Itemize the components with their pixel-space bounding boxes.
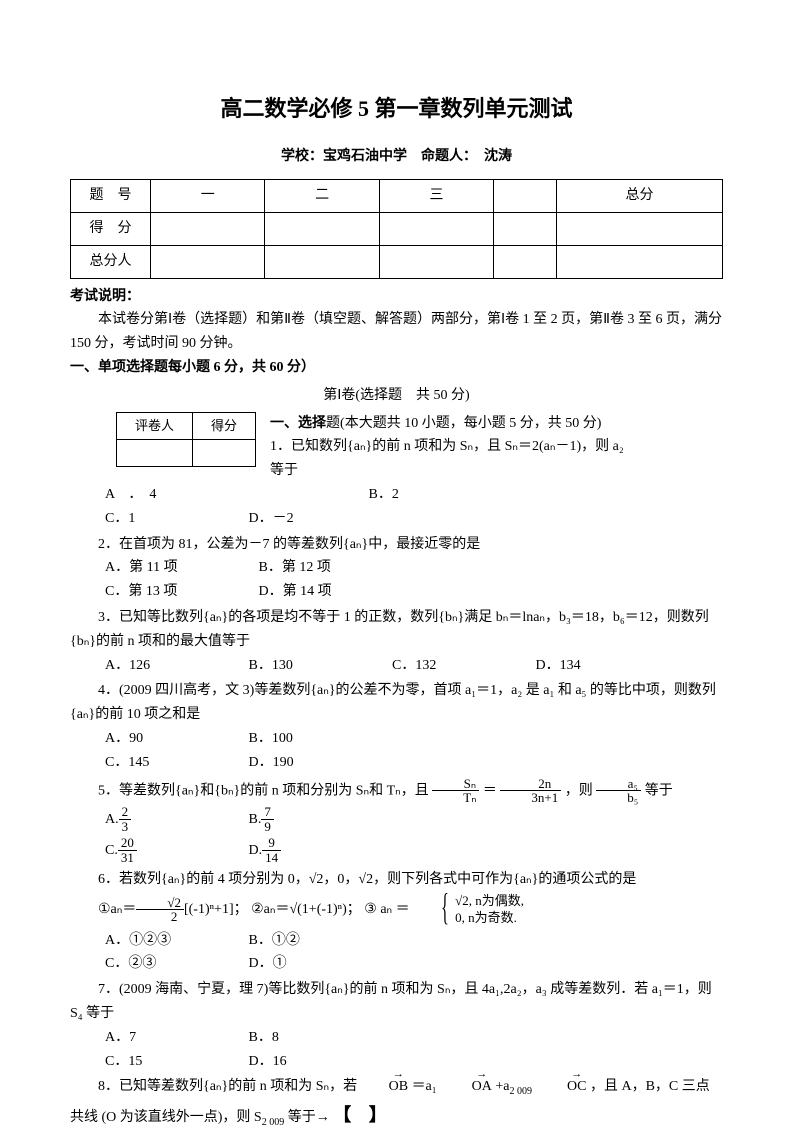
cell [265, 245, 379, 278]
q3-opt-d: D．134 [536, 654, 676, 678]
cell: 总分 [556, 180, 722, 213]
part-title: 第Ⅰ卷(选择题 共 50 分) [70, 384, 723, 408]
q5-pre: 5．等差数列{aₙ}和{bₙ}的前 n 项和分别为 Sₙ和 Tₙ，且 [98, 783, 429, 798]
q5-frac-l: SₙTₙ [432, 777, 479, 805]
cell: 三 [379, 180, 493, 213]
vector-oc: OC [539, 1075, 586, 1099]
cell [117, 439, 193, 466]
q2-opt-a: A．第 11 项 [105, 556, 255, 580]
q1-opt-a: A ． 4 [105, 483, 245, 507]
q8-plus: +a [495, 1079, 509, 1094]
section-one-block: 评卷人 得分 一、选择题(本大题共 10 小题，每小题 5 分，共 50 分) … [70, 412, 723, 507]
q6-f1pre: ①aₙ＝ [98, 902, 136, 917]
table-row: 得 分 [71, 212, 723, 245]
q3-stem: 3．已知等比数列{aₙ}的各项是均不等于 1 的正数，数列{bₙ}满足 bₙ＝l… [70, 606, 723, 654]
section-one-tail: 题(本大题共 10 小题，每小题 5 分，共 50 分) [326, 416, 601, 431]
table-row: 题 号 一 二 三 总分 [71, 180, 723, 213]
q1-lead1: 1．已知数 [270, 439, 333, 454]
q2-stem: 2．在首项为 81，公差为－7 的等差数列{aₙ}中，最接近零的是 [70, 533, 723, 557]
q5-ratio: a₅b₅ [596, 777, 641, 805]
q5-eq: ＝ [483, 783, 497, 798]
q1-opt-b: B．2 [369, 483, 519, 507]
q5-opt-a: A.23 [105, 805, 245, 836]
subtitle: 学校：宝鸡石油中学 命题人： 沈涛 [70, 145, 723, 169]
q1-lead2: 列{aₙ}的前 n 项和为 Sₙ，且 Sₙ＝2(aₙ－1)，则 a₂ [333, 439, 624, 454]
q5-opt-c: C.2031 [105, 836, 245, 867]
exam-instructions: 本试卷分第Ⅰ卷（选择题）和第Ⅱ卷（填空题、解答题）两部分，第Ⅰ卷 1 至 2 页… [70, 308, 723, 356]
q6-case2: 0, n为奇数. [427, 910, 524, 927]
cell [265, 212, 379, 245]
grader-table: 评卷人 得分 [116, 412, 256, 467]
q2-opt-d: D．第 14 项 [259, 580, 409, 604]
cell [193, 439, 256, 466]
q7-opt-a: A．7 [105, 1026, 245, 1050]
q5-post: ，则 [565, 783, 593, 798]
q2-opt-c: C．第 13 项 [105, 580, 255, 604]
q3-opt-a: A．126 [105, 654, 245, 678]
vector-ob: OB [361, 1075, 408, 1099]
q8-sub3: 2 009 [262, 1117, 285, 1128]
q6-formulas: ①aₙ＝√22[(-1)ⁿ+1]； ②aₙ＝√(1+(-1)ⁿ)； ③ aₙ ＝… [70, 892, 723, 928]
cell [494, 245, 557, 278]
q2-opt-b: B．第 12 项 [259, 556, 409, 580]
cell [556, 212, 722, 245]
cell: 得分 [193, 412, 256, 439]
cell [379, 212, 493, 245]
q8-pre: 8．已知等差数列{aₙ}的前 n 项和为 Sₙ，若 [98, 1079, 357, 1094]
q6-stem: 6．若数列{aₙ}的前 4 项分别为 0，√2，0，√2，则下列各式中可作为{a… [70, 868, 723, 892]
q6-f2: ②aₙ＝√(1+(-1)ⁿ)； [251, 902, 361, 917]
cell: 二 [265, 180, 379, 213]
q4-stem: 4．(2009 四川高考，文 3)等差数列{aₙ}的公差不为零，首项 a₁＝1，… [70, 679, 723, 727]
page-title: 高二数学必修 5 第一章数列单元测试 [70, 90, 723, 127]
bracket-l: 【 [333, 1105, 351, 1125]
cell [494, 180, 557, 213]
q6-opt-d: D．① [249, 952, 389, 976]
q6-case1: √2, n为偶数, [427, 893, 524, 910]
q6-f1-frac: √22 [136, 896, 184, 924]
q5-stem: 5．等差数列{aₙ}和{bₙ}的前 n 项和分别为 Sₙ和 Tₙ，且 SₙTₙ … [70, 777, 723, 805]
q6-opt-b: B．①② [249, 929, 389, 953]
q6-f1post: [(-1)ⁿ+1]； [184, 902, 248, 917]
q7-stem: 7．(2009 海南、宁夏，理 7)等比数列{aₙ}的前 n 项和为 Sₙ，且 … [70, 978, 723, 1026]
cell [556, 245, 722, 278]
cell [379, 245, 493, 278]
q6-f3pre: ③ aₙ ＝ [364, 902, 409, 917]
q8-eq1: ＝a₁ [412, 1079, 437, 1094]
q8-stem: 8．已知等差数列{aₙ}的前 n 项和为 Sₙ，若 OB ＝a₁ OA +a2 … [70, 1075, 723, 1131]
mcq-header: 一、单项选择题每小题 6 分，共 60 分） [70, 356, 723, 380]
q5-frac-r: 2n3n+1 [500, 777, 561, 805]
q6-cases: √2, n为偶数, 0, n为奇数. [413, 893, 524, 927]
bracket-r: 】 [369, 1105, 387, 1125]
q4-opt-d: D．190 [249, 751, 389, 775]
section-one-label: 一、选择 [270, 416, 326, 431]
q6-opt-a: A．①②③ [105, 929, 245, 953]
exam-instructions-header: 考试说明： [70, 285, 723, 309]
table-row: 总分人 [71, 245, 723, 278]
cell: 总分人 [71, 245, 151, 278]
cell: 得 分 [71, 212, 151, 245]
vector-oa: OA [444, 1075, 492, 1099]
cell [151, 245, 265, 278]
q3-opt-c: C．132 [392, 654, 532, 678]
q4-opt-a: A．90 [105, 727, 245, 751]
q5-opt-b: B.79 [249, 805, 389, 836]
q7-opt-b: B．8 [249, 1026, 389, 1050]
q7-opt-c: C．15 [105, 1050, 245, 1074]
q8-post: 等于→ [288, 1110, 330, 1125]
q1-opt-c: C．1 [105, 507, 245, 531]
q3-opt-b: B．130 [249, 654, 389, 678]
q1-opt-d: D．－2 [249, 507, 399, 531]
cell: 一 [151, 180, 265, 213]
cell [494, 212, 557, 245]
q4-opt-b: B．100 [249, 727, 389, 751]
cell: 题 号 [71, 180, 151, 213]
q8-sub2: 2 009 [510, 1086, 533, 1097]
cell [151, 212, 265, 245]
q5-end: 等于 [645, 783, 673, 798]
q5-opt-d: D.914 [249, 836, 389, 867]
cell: 评卷人 [117, 412, 193, 439]
score-table: 题 号 一 二 三 总分 得 分 总分人 [70, 179, 723, 278]
q6-opt-c: C．②③ [105, 952, 245, 976]
q4-opt-c: C．145 [105, 751, 245, 775]
